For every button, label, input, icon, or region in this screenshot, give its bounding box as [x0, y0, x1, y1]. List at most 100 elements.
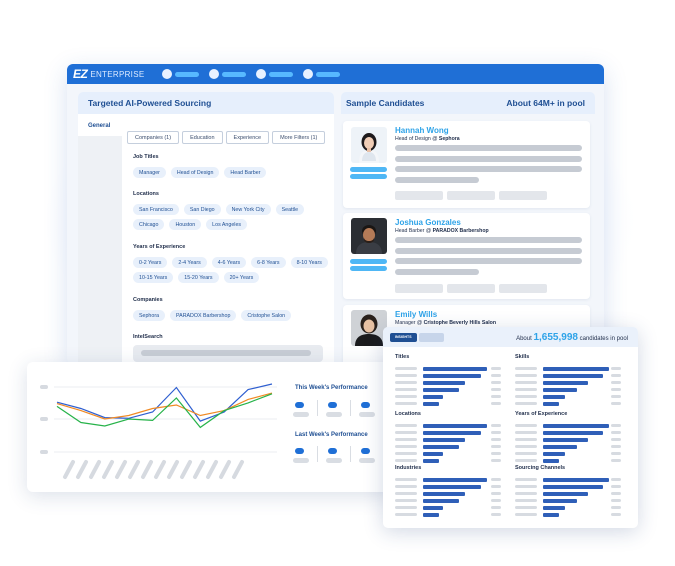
metric-divider [350, 400, 351, 416]
chip[interactable]: 0-2 Years [133, 257, 168, 268]
chip[interactable]: Seattle [275, 204, 305, 215]
tab-more-filters[interactable]: More Filters (1) [272, 131, 326, 144]
window-controls [162, 69, 341, 79]
candidate-card[interactable]: Joshua Gonzales Head Barber @ PARADOX Ba… [343, 213, 590, 299]
row-bar [543, 424, 609, 428]
status-bar [350, 266, 387, 271]
tab-insights[interactable]: INSIGHTS [390, 333, 417, 342]
candidate-name[interactable]: Emily Wills [395, 310, 438, 319]
chip[interactable]: PARADOX Barbershop [170, 310, 237, 321]
row-bar [423, 388, 459, 392]
chip[interactable]: 20+ Years [223, 272, 260, 283]
avatar [351, 310, 387, 346]
row-label-placeholder [515, 431, 537, 434]
row-value-placeholder [611, 431, 621, 434]
locations-label: Locations [133, 191, 159, 197]
chip[interactable]: Head of Design [170, 167, 220, 178]
nav-item-1[interactable] [162, 69, 200, 79]
row-bar [543, 478, 609, 482]
row-label-placeholder [515, 388, 537, 391]
nav-item-2[interactable] [209, 69, 247, 79]
row-value-placeholder [611, 506, 621, 509]
candidate-role: Manager @ Cristophe Beverly Hills Salon [395, 320, 496, 326]
y-tick-placeholder [40, 385, 48, 389]
candidate-name[interactable]: Joshua Gonzales [395, 218, 461, 227]
tag-bar [395, 284, 443, 293]
row-label-placeholder [395, 395, 417, 398]
nav-item-4[interactable] [303, 69, 341, 79]
side-tab-general[interactable]: General [78, 114, 122, 136]
row-value-placeholder [611, 388, 621, 391]
brand-label: ENTERPRISE [90, 69, 145, 79]
intelsearch-input[interactable] [133, 345, 323, 362]
row-bar [423, 402, 439, 406]
x-tick-placeholder [193, 460, 205, 479]
row-label-placeholder [515, 424, 537, 427]
row-value-placeholder [611, 445, 621, 448]
row-bar [423, 485, 481, 489]
count-suffix: candidates in pool [577, 336, 628, 342]
row-bar [543, 402, 559, 406]
row-value-placeholder [611, 485, 621, 488]
circle-icon [256, 69, 267, 79]
row-bar [423, 478, 487, 482]
chip[interactable]: Sephora [133, 310, 166, 321]
chip[interactable]: 6-8 Years [251, 257, 286, 268]
chip[interactable]: 10-15 Years [133, 272, 174, 283]
metric-value-bar [293, 458, 309, 463]
chip[interactable]: 15-20 Years [178, 272, 219, 283]
chip[interactable]: Houston [169, 219, 202, 230]
chip[interactable]: Los Angeles [206, 219, 248, 230]
row-bar [543, 445, 577, 449]
candidate-card[interactable]: Hannah Wong Head of Design @ Sephora [343, 121, 590, 208]
avatar [351, 127, 387, 163]
x-tick-placeholder [102, 460, 114, 479]
row-bar [423, 395, 443, 399]
tab-secondary[interactable] [419, 333, 444, 342]
chip[interactable]: New York City [225, 204, 271, 215]
chip[interactable]: 4-6 Years [211, 257, 247, 268]
row-label-placeholder [395, 499, 417, 502]
nav-pill [222, 71, 247, 77]
experience-label: Years of Experience [133, 244, 186, 250]
row-label-placeholder [395, 381, 417, 384]
metric-indicator [361, 448, 370, 454]
row-label-placeholder [395, 485, 417, 488]
insights-card: INSIGHTS About 1,655,998 candidates in p… [383, 327, 638, 528]
tab-companies[interactable]: Companies (1) [127, 131, 180, 144]
row-value-placeholder [611, 499, 621, 502]
candidate-name[interactable]: Hannah Wong [395, 126, 449, 135]
x-tick-placeholder [206, 460, 218, 479]
nav-item-3[interactable] [256, 69, 294, 79]
chip[interactable]: Cristophe Salon [241, 310, 292, 321]
chip[interactable]: San Francisco [133, 204, 179, 215]
tab-education[interactable]: Education [182, 131, 223, 144]
chip[interactable]: Head Barber [224, 167, 267, 178]
intelsearch-label: IntelSearch [133, 334, 163, 340]
row-label-placeholder [515, 452, 537, 455]
input-placeholder-bar [141, 350, 311, 356]
chip[interactable]: Chicago [133, 219, 165, 230]
row-value-placeholder [611, 438, 621, 441]
x-tick-placeholder [154, 460, 166, 479]
nav-pill [269, 71, 294, 77]
pool-size: About 64M+ in pool [506, 98, 585, 108]
chip[interactable]: Manager [133, 167, 166, 178]
row-value-placeholder [611, 492, 621, 495]
chip[interactable]: 2-4 Years [172, 257, 207, 268]
insights-header: INSIGHTS About 1,655,998 candidates in p… [383, 327, 638, 347]
tab-experience[interactable]: Experience [225, 131, 270, 144]
series-line-1 [56, 383, 273, 422]
tag-bar [395, 191, 443, 200]
x-tick-placeholder [63, 460, 75, 479]
row-bar [423, 374, 481, 378]
chip[interactable]: 8-10 Years [290, 257, 328, 268]
candidate-count: About 1,655,998 candidates in pool [516, 332, 628, 343]
row-bar [423, 431, 481, 435]
x-tick-placeholder [128, 460, 140, 479]
row-label-placeholder [395, 402, 417, 405]
info-bar [395, 145, 582, 151]
row-bar [543, 374, 603, 378]
row-label-placeholder [515, 499, 537, 502]
chip[interactable]: San Diego [183, 204, 221, 215]
